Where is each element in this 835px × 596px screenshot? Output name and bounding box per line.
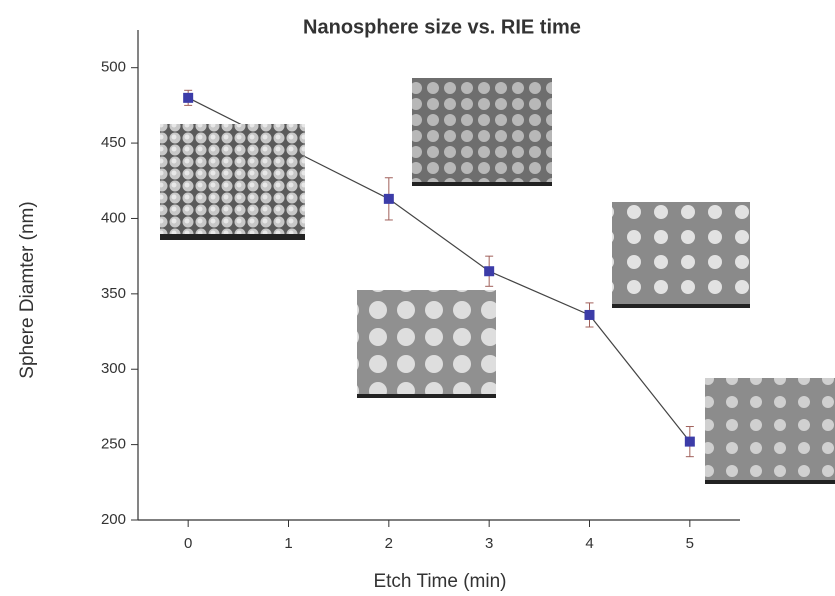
data-point — [685, 437, 695, 447]
x-tick-label: 1 — [284, 535, 292, 552]
sem-insets — [160, 78, 835, 484]
sem-image — [705, 378, 835, 484]
sem-image — [412, 78, 552, 186]
data-point — [183, 93, 193, 103]
x-tick-label: 5 — [686, 535, 694, 552]
data-point — [384, 194, 394, 204]
y-tick-label: 200 — [101, 511, 126, 528]
chart: Nanosphere size vs. RIE time Etch Time (… — [0, 0, 835, 596]
y-tick-label: 250 — [101, 436, 126, 453]
sem-image — [612, 202, 750, 308]
sem-image — [357, 290, 496, 398]
chart-title: Nanosphere size vs. RIE time — [303, 16, 581, 38]
y-tick-label: 500 — [101, 59, 126, 76]
y-axis-label: Sphere Diamter (nm) — [17, 201, 38, 378]
y-tick-label: 350 — [101, 285, 126, 302]
y-tick-label: 300 — [101, 360, 126, 377]
x-tick-label: 3 — [485, 535, 493, 552]
y-tick-label: 450 — [101, 134, 126, 151]
x-tick-label: 0 — [184, 535, 192, 552]
x-axis-label: Etch Time (min) — [373, 571, 506, 592]
x-tick-label: 4 — [585, 535, 593, 552]
x-tick-label: 2 — [385, 535, 393, 552]
sem-image — [160, 124, 305, 240]
data-point — [484, 266, 494, 276]
data-point — [585, 310, 595, 320]
y-tick-label: 400 — [101, 209, 126, 226]
